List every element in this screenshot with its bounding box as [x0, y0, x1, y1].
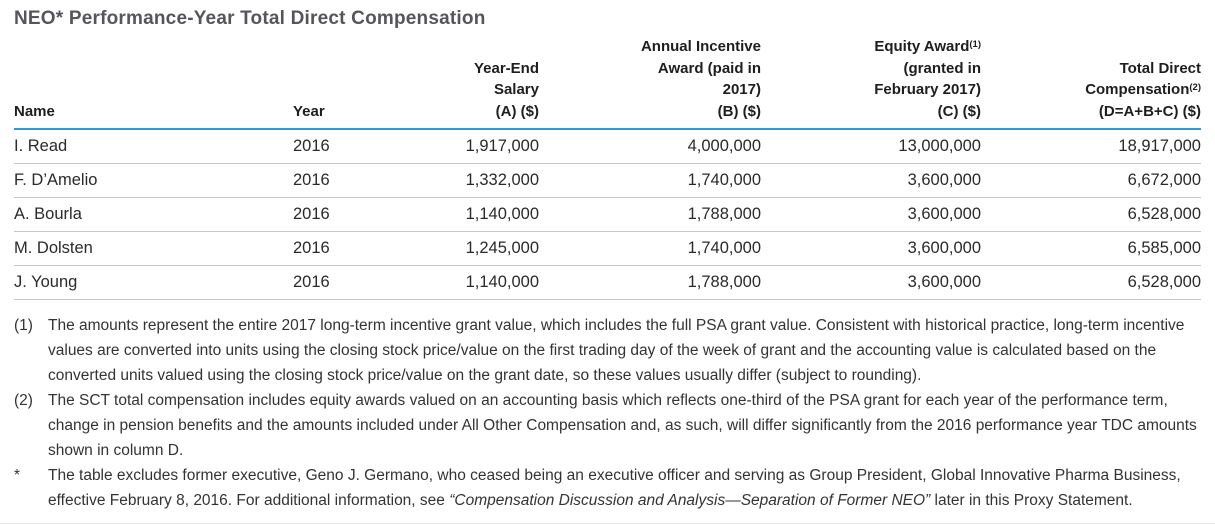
cell-salary: 1,332,000	[372, 163, 539, 198]
cell-name: I. Read	[14, 129, 280, 164]
column-header-total-direct-compensation: Total Direct Compensation(2) (D=A+B+C) (…	[981, 36, 1201, 130]
cell-annual-incentive: 1,740,000	[539, 163, 761, 198]
cell-total: 6,585,000	[981, 231, 1201, 266]
cell-name: M. Dolsten	[14, 231, 280, 266]
table-body: I. Read 2016 1,917,000 4,000,000 13,000,…	[14, 129, 1201, 300]
cross-reference-italic: “Compensation Discussion and Analysis—Se…	[449, 491, 931, 509]
footnote-2: (2) The SCT total compensation includes …	[14, 388, 1201, 463]
table-row: M. Dolsten 2016 1,245,000 1,740,000 3,60…	[14, 231, 1201, 266]
footnote-text: The table excludes former executive, Gen…	[48, 466, 1181, 509]
column-header-name: Name	[14, 36, 280, 130]
cell-year: 2016	[280, 197, 372, 232]
cell-equity-award: 3,600,000	[761, 197, 981, 232]
cell-name: F. D’Amelio	[14, 163, 280, 198]
table-header: Name Year Year-End Salary (A) ($) Annual…	[14, 36, 1201, 130]
cell-name: A. Bourla	[14, 197, 280, 232]
footnote-1-reference: (1)	[969, 38, 981, 50]
footnotes-section: (1) The amounts represent the entire 201…	[14, 313, 1201, 513]
compensation-table: Name Year Year-End Salary (A) ($) Annual…	[14, 36, 1201, 300]
cell-equity-award: 3,600,000	[761, 163, 981, 198]
cell-year: 2016	[280, 231, 372, 266]
column-header-year: Year	[280, 36, 372, 130]
cell-salary: 1,140,000	[372, 265, 539, 300]
cell-salary: 1,917,000	[372, 129, 539, 164]
cell-equity-award: 13,000,000	[761, 129, 981, 164]
cell-annual-incentive: 1,788,000	[539, 265, 761, 300]
cell-salary: 1,245,000	[372, 231, 539, 266]
cell-total: 6,528,000	[981, 197, 1201, 232]
cell-year: 2016	[280, 129, 372, 164]
cell-annual-incentive: 1,740,000	[539, 231, 761, 266]
table-row: I. Read 2016 1,917,000 4,000,000 13,000,…	[14, 129, 1201, 164]
cell-equity-award: 3,600,000	[761, 265, 981, 300]
footnote-2-reference: (2)	[1189, 81, 1201, 93]
cell-year: 2016	[280, 163, 372, 198]
column-header-salary: Year-End Salary (A) ($)	[372, 36, 539, 130]
table-row: A. Bourla 2016 1,140,000 1,788,000 3,600…	[14, 197, 1201, 232]
cell-annual-incentive: 1,788,000	[539, 197, 761, 232]
cell-total: 6,672,000	[981, 163, 1201, 198]
cell-total: 6,528,000	[981, 265, 1201, 300]
footnote-1: (1) The amounts represent the entire 201…	[14, 313, 1201, 388]
cell-year: 2016	[280, 265, 372, 300]
footnote-text: The amounts represent the entire 2017 lo…	[48, 316, 1185, 384]
cell-salary: 1,140,000	[372, 197, 539, 232]
footnote-asterisk: * The table excludes former executive, G…	[14, 463, 1201, 513]
cell-total: 18,917,000	[981, 129, 1201, 164]
table-row: F. D’Amelio 2016 1,332,000 1,740,000 3,6…	[14, 163, 1201, 198]
column-header-annual-incentive: Annual Incentive Award (paid in 2017) (B…	[539, 36, 761, 130]
footnote-marker: (1)	[14, 316, 33, 334]
cell-equity-award: 3,600,000	[761, 231, 981, 266]
table-header-row: Name Year Year-End Salary (A) ($) Annual…	[14, 36, 1201, 130]
footnote-marker: (2)	[14, 391, 33, 409]
table-row: J. Young 2016 1,140,000 1,788,000 3,600,…	[14, 265, 1201, 300]
column-header-equity-award: Equity Award(1) (granted in February 201…	[761, 36, 981, 130]
cell-annual-incentive: 4,000,000	[539, 129, 761, 164]
page-title: NEO* Performance-Year Total Direct Compe…	[14, 8, 486, 29]
footnote-marker: *	[14, 466, 21, 484]
footnote-text: The SCT total compensation includes equi…	[48, 391, 1197, 459]
cell-name: J. Young	[14, 265, 280, 300]
